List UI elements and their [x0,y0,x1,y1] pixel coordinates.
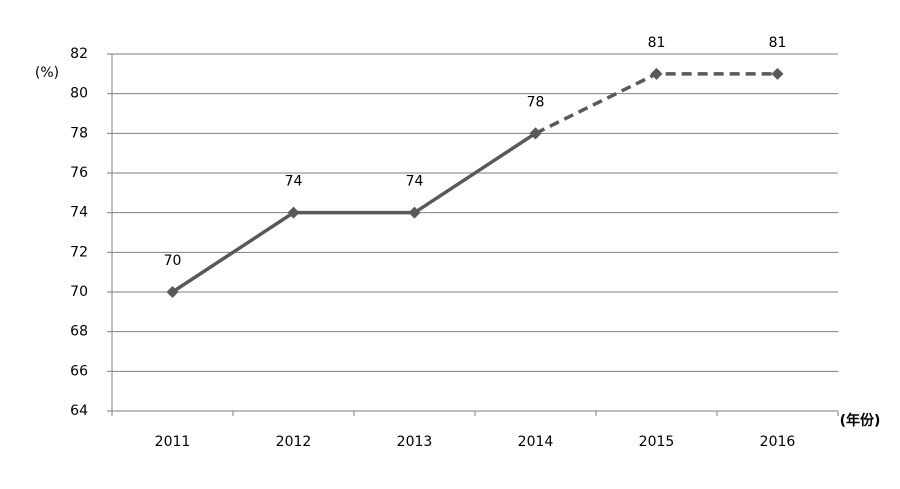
y-tick-label: 78 [70,125,88,141]
marker [287,206,300,219]
y-axis-label: (%) [35,65,59,81]
data-label: 70 [164,253,182,269]
marker [650,67,663,80]
marker [529,127,542,140]
data-label: 78 [527,94,545,110]
y-tick-label: 76 [70,165,88,181]
marker [166,286,179,298]
data-label: 81 [769,35,787,51]
x-tick-label: 2012 [276,434,312,450]
y-tick-label: 68 [70,324,88,340]
x-tick-label: 2015 [639,434,675,450]
y-tick-label: 80 [70,86,88,102]
x-tick-label: 2014 [518,434,554,450]
y-tick-label: 64 [70,403,88,419]
y-tick-label: 82 [70,46,88,62]
line [534,72,778,135]
data-label: 74 [406,174,424,190]
y-tick-label: 66 [70,363,88,379]
y-tick-label: 74 [70,205,88,221]
y-tick-label: 70 [70,284,88,300]
line [171,131,537,294]
x-tick-label: 2011 [155,434,191,450]
data-label: 81 [648,35,666,51]
y-tick-label: 72 [70,244,88,260]
x-tick-label: 2016 [760,434,796,450]
x-tick-label: 2013 [397,434,433,450]
data-label: 74 [285,174,303,190]
marker [408,206,421,219]
x-axis-label: (年份) [840,412,881,429]
marker [771,67,784,80]
